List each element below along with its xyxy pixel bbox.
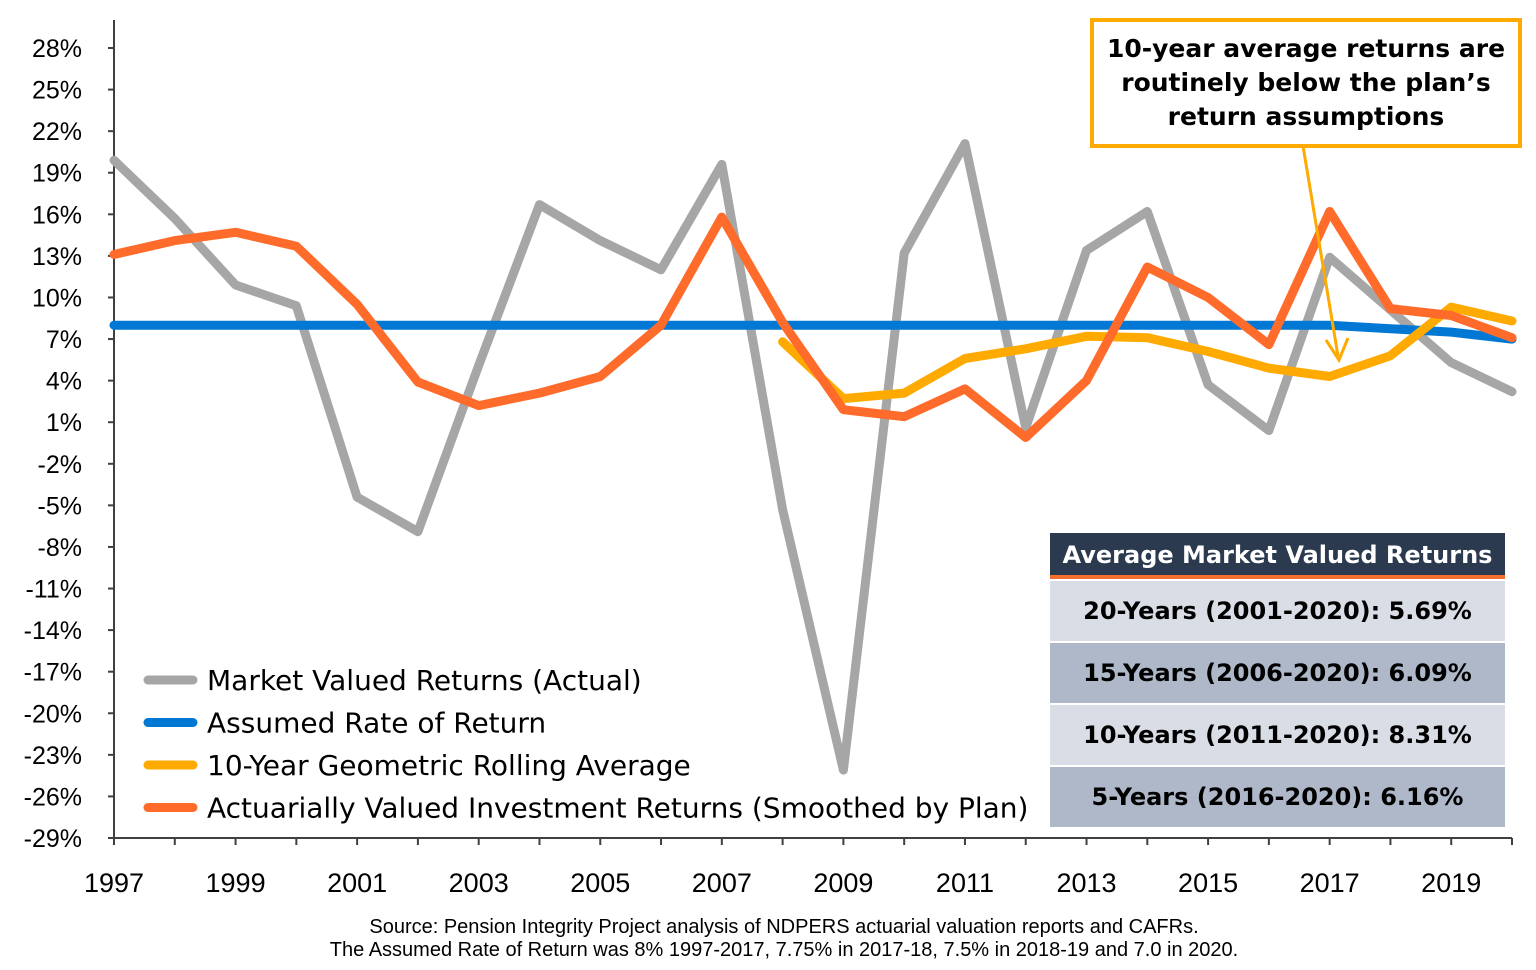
legend-label: 10-Year Geometric Rolling Average — [207, 749, 691, 782]
series-line-2 — [778, 302, 1517, 404]
source-line: The Assumed Rate of Return was 8% 1997-2… — [329, 939, 1239, 961]
table-title: Average Market Valued Returns — [1050, 533, 1505, 579]
x-tick-label: 2007 — [692, 868, 752, 898]
arrow-head-icon — [1324, 337, 1350, 364]
series-line-3 — [109, 207, 1517, 442]
x-tick-label: 1997 — [84, 868, 144, 898]
y-tick-label: -8% — [38, 534, 82, 562]
x-tick-label: 2019 — [1421, 868, 1481, 898]
table-row: 15-Years (2006-2020): 6.09% — [1050, 641, 1505, 703]
legend-label: Actuarially Valued Investment Returns (S… — [207, 792, 1028, 825]
y-tick-label: -2% — [38, 451, 82, 479]
x-tick-label: 2013 — [1056, 868, 1116, 898]
y-tick-label: 19% — [32, 160, 82, 188]
y-tick-label: -11% — [25, 576, 82, 604]
y-tick-label: 13% — [32, 243, 82, 271]
x-tick-label: 2011 — [936, 868, 994, 898]
source-note: Source: Pension Integrity Project analys… — [0, 916, 1536, 962]
y-tick-label: -5% — [38, 492, 82, 520]
y-tick-label: -26% — [24, 783, 82, 811]
y-tick-label: -14% — [24, 617, 82, 645]
table-row: 20-Years (2001-2020): 5.69% — [1050, 579, 1505, 641]
y-tick-label: -29% — [24, 825, 82, 853]
legend-label: Assumed Rate of Return — [207, 707, 546, 740]
x-tick-label: 2017 — [1300, 868, 1360, 898]
y-tick-label: -23% — [24, 742, 82, 770]
average-returns-table: Average Market Valued Returns 20-Years (… — [1050, 533, 1505, 827]
x-tick-label: 2003 — [449, 868, 509, 898]
y-tick-label: 7% — [46, 326, 82, 354]
table-row: 10-Years (2011-2020): 8.31% — [1050, 703, 1505, 765]
y-tick-label: 22% — [32, 118, 82, 146]
source-line: Source: Pension Integrity Project analys… — [369, 916, 1199, 938]
y-tick-label: 25% — [32, 77, 82, 105]
y-tick-label: 4% — [46, 368, 82, 396]
x-tick-label: 2001 — [327, 868, 387, 898]
x-tick-label: 1999 — [206, 868, 266, 898]
annotation-arrow — [1301, 145, 1340, 357]
annotation-line: return assumptions — [1167, 102, 1445, 131]
y-tick-label: 1% — [46, 409, 82, 437]
x-tick-label: 2015 — [1178, 868, 1238, 898]
table-row: 5-Years (2016-2020): 6.16% — [1050, 765, 1505, 827]
series-line-0 — [109, 139, 1517, 775]
x-tick-label: 2005 — [570, 868, 630, 898]
x-tick-label: 2009 — [813, 868, 873, 898]
y-tick-label: 10% — [32, 284, 82, 312]
annotation-line: routinely below the plan’s — [1121, 68, 1491, 97]
annotation-box: 10-year average returns are routinely be… — [1090, 18, 1522, 148]
y-tick-label: 28% — [32, 35, 82, 63]
annotation-line: 10-year average returns are — [1106, 34, 1506, 63]
y-tick-label: -20% — [24, 700, 82, 728]
y-tick-label: -17% — [24, 659, 82, 687]
y-tick-label: 16% — [32, 201, 82, 229]
legend-label: Market Valued Returns (Actual) — [207, 664, 642, 697]
